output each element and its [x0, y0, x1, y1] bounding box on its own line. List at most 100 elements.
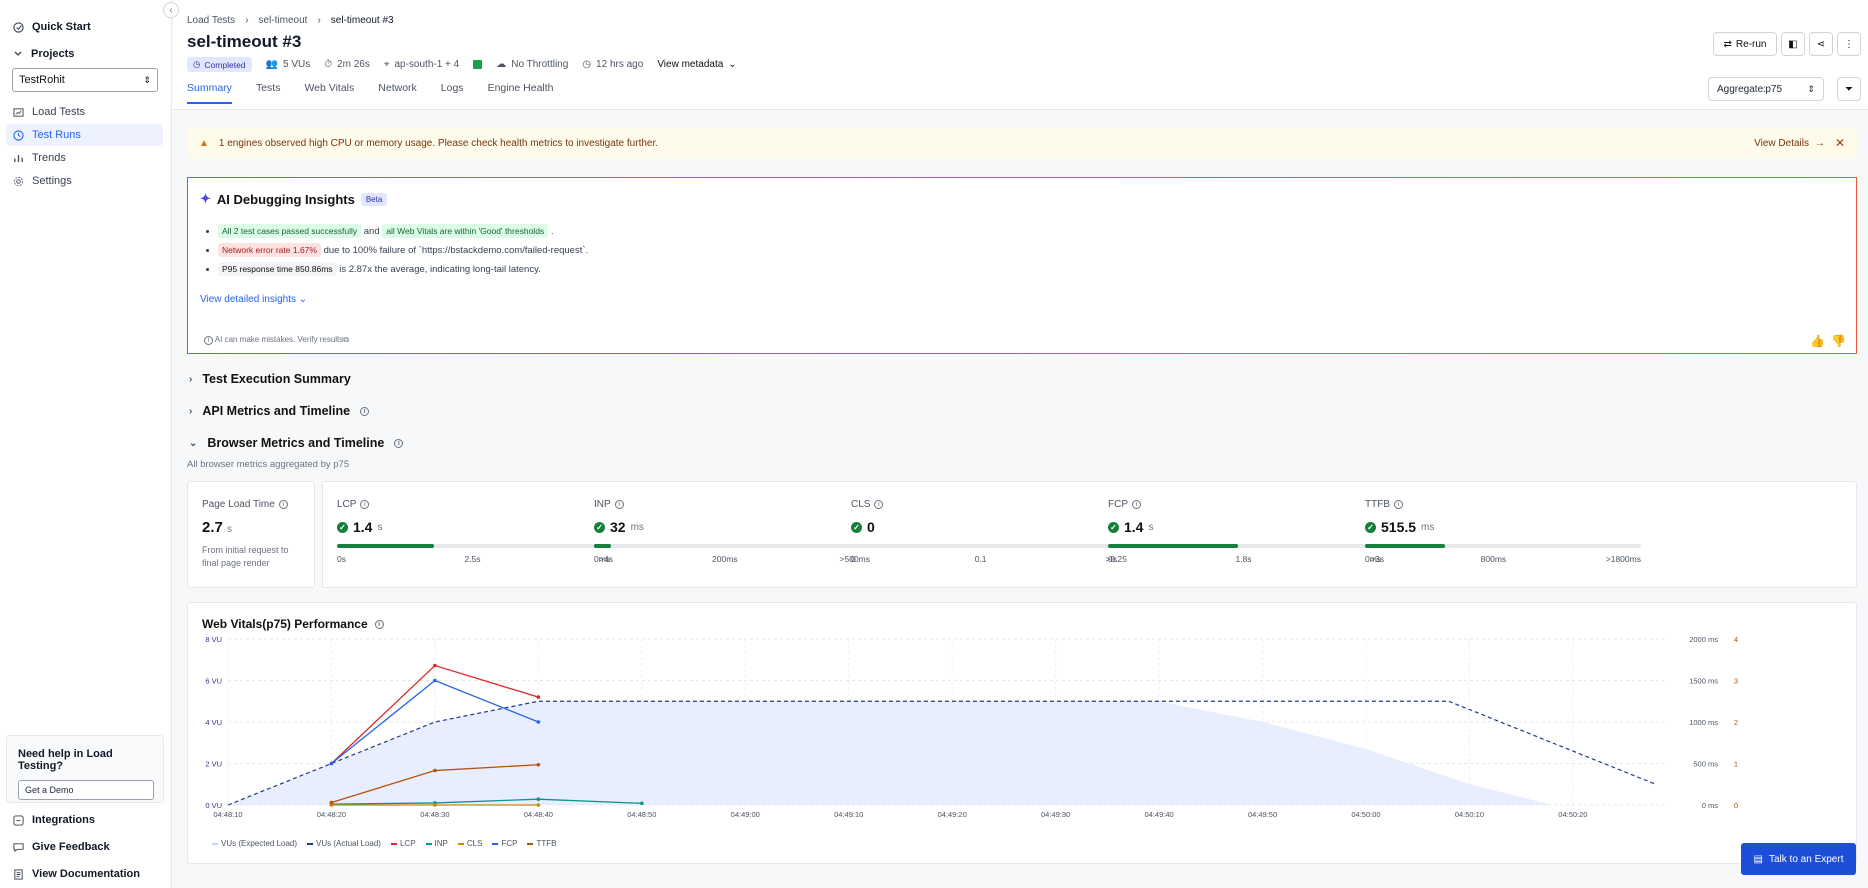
breadcrumb: Load Tests › sel-timeout › sel-timeout #… — [187, 15, 394, 26]
tab-network[interactable]: Network — [378, 82, 417, 94]
share-icon: ⋖ — [1816, 38, 1826, 50]
scale-label: >4s — [599, 554, 613, 564]
location-icon: ⌖ — [383, 59, 390, 70]
thumbs-down-icon[interactable]: 👎 — [1831, 334, 1846, 348]
legend-label: VUs (Actual Load) — [316, 839, 381, 848]
metric-label-row: LCP i — [337, 499, 613, 510]
info-icon[interactable]: i — [278, 500, 288, 509]
aggregate-select[interactable]: Aggregate: p75 ⇕ — [1708, 77, 1824, 101]
sidebar-item-settings[interactable]: Settings — [6, 170, 163, 192]
rerun-button[interactable]: ⇄ Re-run — [1713, 32, 1777, 56]
metric-value: 1.4 — [1124, 519, 1144, 535]
check-circle-icon: ✓ — [594, 521, 605, 533]
page-load-label-row: Page Load Time i — [202, 499, 300, 510]
x-tick-label: 04:48:10 — [213, 810, 242, 819]
x-tick-label: 04:48:50 — [627, 810, 656, 819]
insight-item: Network error rate 1.67% due to 100% fai… — [218, 241, 588, 260]
sidebar-item-test-runs[interactable]: Test Runs — [6, 124, 163, 146]
info-icon[interactable]: i — [1132, 500, 1141, 509]
get-demo-button[interactable]: Get a Demo — [18, 780, 154, 800]
duration-value: 2m 26s — [337, 59, 370, 70]
page-load-label: Page Load Time — [202, 499, 275, 510]
sidebar-item-integrations[interactable]: Integrations — [6, 809, 163, 831]
view-metadata-button[interactable]: View metadata ⌄ — [657, 59, 736, 70]
view-detailed-insights-link[interactable]: View detailed insights ⌄ — [200, 294, 307, 305]
metric-label-row: FCP i — [1108, 499, 1384, 510]
compare-button[interactable]: ◧ — [1781, 32, 1805, 56]
metric-label-row: INP i — [594, 499, 870, 510]
breadcrumb-load-tests[interactable]: Load Tests — [187, 15, 236, 26]
legend-swatch — [425, 842, 432, 845]
filter-button[interactable]: ⏷ — [1837, 77, 1861, 101]
tab-summary[interactable]: Summary — [187, 82, 232, 104]
info-icon[interactable]: i — [394, 438, 404, 448]
sidebar-item-give-feedback[interactable]: Give Feedback — [6, 836, 163, 858]
info-icon[interactable]: i — [874, 500, 884, 509]
section-browser-metrics[interactable]: ⌄ Browser Metrics and Timeline i — [189, 436, 404, 450]
project-select[interactable]: TestRohit ⇕ — [12, 68, 158, 92]
breadcrumb-test[interactable]: sel-timeout — [258, 15, 308, 26]
legend-item[interactable]: INP — [425, 839, 448, 848]
sidebar-projects-toggle[interactable]: Projects — [6, 43, 163, 65]
legend-item[interactable]: CLS — [457, 839, 482, 848]
section-api-metrics[interactable]: › API Metrics and Timeline i — [189, 404, 370, 418]
series-vus-expected-load- — [228, 701, 1553, 805]
sidebar-item-documentation[interactable]: View Documentation — [6, 863, 163, 885]
info-icon[interactable]: i — [360, 500, 370, 509]
trends-icon — [14, 154, 23, 162]
insight-text: . — [550, 226, 554, 237]
info-icon[interactable]: i — [614, 500, 624, 509]
throttling-value: No Throttling — [511, 59, 569, 70]
document-icon — [14, 868, 23, 880]
meta-status-square — [473, 60, 483, 69]
talk-to-expert-button[interactable]: ▤ Talk to an Expert — [1741, 843, 1856, 875]
legend-item[interactable]: FCP — [492, 839, 517, 848]
thumbs-up-icon[interactable]: 👍 — [1810, 334, 1826, 348]
legend-swatch — [457, 842, 464, 845]
scale-label: >1800ms — [1605, 554, 1641, 564]
metric-scale: 0s 1.8s >3s — [1108, 554, 1384, 564]
tab-logs[interactable]: Logs — [440, 82, 464, 94]
more-button[interactable]: ⋮ — [1837, 32, 1861, 56]
metric-progress-fill — [1365, 544, 1446, 548]
meta-region[interactable]: ⌖ ap-south-1 + 4 — [384, 59, 459, 70]
legend-swatch — [492, 842, 499, 845]
view-details-link[interactable]: View Details → — [1754, 138, 1825, 149]
collapse-sidebar-button[interactable]: ‹ — [163, 2, 179, 18]
insight-text: and — [363, 226, 380, 237]
legend-item[interactable]: LCP — [390, 839, 416, 848]
data-point-lcp — [536, 695, 541, 699]
legend-item[interactable]: TTFB — [527, 839, 556, 848]
share-button[interactable]: ⋖ — [1809, 32, 1833, 56]
info-icon[interactable]: i — [374, 619, 384, 629]
scale-label: 2.5s — [464, 554, 481, 564]
status-icon: ◷ — [193, 59, 201, 69]
tab-engine-health[interactable]: Engine Health — [487, 82, 554, 94]
data-point-fcp — [329, 761, 334, 766]
y-tick-label: 4 VU — [205, 718, 222, 727]
help-title: Need help in Load Testing? — [18, 748, 113, 772]
legend-item[interactable]: VUs (Expected Load) — [212, 839, 297, 848]
sidebar-item-load-tests[interactable]: Load Tests — [6, 101, 163, 123]
view-insights-label: View detailed insights — [200, 294, 296, 305]
info-icon[interactable]: i — [360, 406, 370, 416]
meta-vus: 👥 5 VUs — [266, 59, 311, 70]
tab-web-vitals[interactable]: Web Vitals — [304, 82, 355, 94]
metric-label: FCP — [1108, 499, 1128, 510]
close-icon[interactable]: ✕ — [1834, 136, 1845, 150]
more-vertical-icon: ⋮ — [1844, 38, 1854, 50]
legend-item[interactable]: VUs (Actual Load) — [307, 839, 381, 848]
external-link-icon[interactable]: ⧉ — [343, 335, 349, 344]
info-icon[interactable]: i — [1394, 500, 1403, 509]
sidebar-item-trends[interactable]: Trends — [6, 147, 163, 169]
metric-value: 1.4 — [353, 519, 373, 535]
header: Load Tests › sel-timeout › sel-timeout #… — [173, 0, 1868, 110]
metric-value-row: ✓ 1.4 s — [1108, 519, 1384, 535]
data-point-fcp — [433, 678, 437, 683]
updown-icon: ⇕ — [143, 74, 151, 85]
status-badge: ◷ Completed — [187, 57, 252, 72]
section-test-execution[interactable]: › Test Execution Summary — [189, 372, 351, 386]
tab-tests[interactable]: Tests — [255, 82, 281, 94]
check-circle-icon: ✓ — [1108, 521, 1119, 533]
sidebar-item-quick-start[interactable]: Quick Start — [6, 16, 163, 38]
